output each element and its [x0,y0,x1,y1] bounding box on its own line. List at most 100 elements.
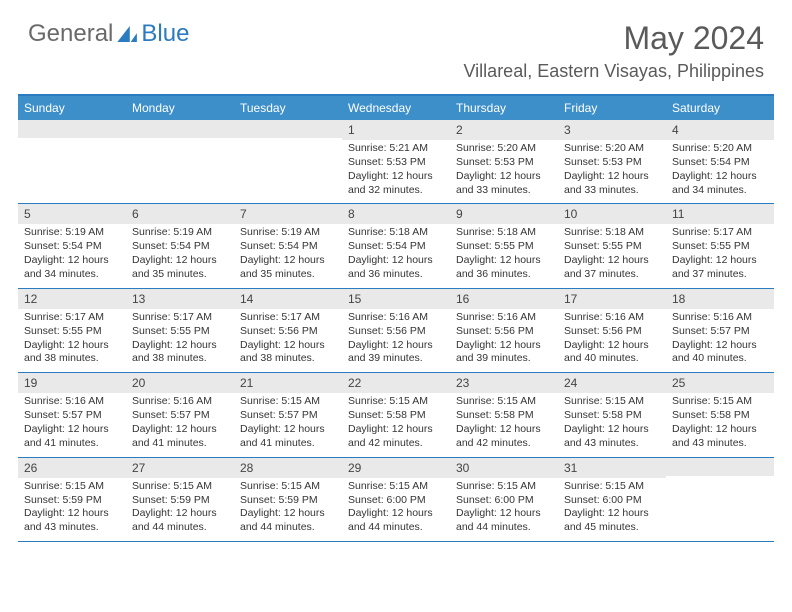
day-info: Sunrise: 5:15 AMSunset: 5:58 PMDaylight:… [342,393,450,450]
day-cell: 25Sunrise: 5:15 AMSunset: 5:58 PMDayligh… [666,373,774,456]
day-number: 26 [18,458,126,478]
weekday-header: Monday [126,96,234,120]
day-number: 8 [342,204,450,224]
day-number: 13 [126,289,234,309]
logo-text-general: General [28,20,113,48]
blank-day-cell [666,458,774,541]
day-info: Sunrise: 5:20 AMSunset: 5:53 PMDaylight:… [450,140,558,197]
weekday-header: Friday [558,96,666,120]
day-cell: 18Sunrise: 5:16 AMSunset: 5:57 PMDayligh… [666,289,774,372]
day-info: Sunrise: 5:16 AMSunset: 5:57 PMDaylight:… [126,393,234,450]
day-info: Sunrise: 5:15 AMSunset: 5:59 PMDaylight:… [126,478,234,535]
weekday-header: Wednesday [342,96,450,120]
week-row: 5Sunrise: 5:19 AMSunset: 5:54 PMDaylight… [18,204,774,288]
week-row: 1Sunrise: 5:21 AMSunset: 5:53 PMDaylight… [18,120,774,204]
day-number: 25 [666,373,774,393]
blank-day-cell [234,120,342,203]
day-cell: 8Sunrise: 5:18 AMSunset: 5:54 PMDaylight… [342,204,450,287]
day-info: Sunrise: 5:18 AMSunset: 5:55 PMDaylight:… [558,224,666,281]
day-cell: 4Sunrise: 5:20 AMSunset: 5:54 PMDaylight… [666,120,774,203]
day-number: 31 [558,458,666,478]
blank-fill [234,120,342,138]
day-number: 20 [126,373,234,393]
day-cell: 31Sunrise: 5:15 AMSunset: 6:00 PMDayligh… [558,458,666,541]
day-number: 15 [342,289,450,309]
day-number: 14 [234,289,342,309]
day-info: Sunrise: 5:15 AMSunset: 5:59 PMDaylight:… [18,478,126,535]
day-cell: 21Sunrise: 5:15 AMSunset: 5:57 PMDayligh… [234,373,342,456]
day-info: Sunrise: 5:17 AMSunset: 5:55 PMDaylight:… [18,309,126,366]
day-number: 18 [666,289,774,309]
month-year-title: May 2024 [464,20,765,57]
day-info: Sunrise: 5:20 AMSunset: 5:53 PMDaylight:… [558,140,666,197]
day-cell: 2Sunrise: 5:20 AMSunset: 5:53 PMDaylight… [450,120,558,203]
day-number: 24 [558,373,666,393]
day-cell: 24Sunrise: 5:15 AMSunset: 5:58 PMDayligh… [558,373,666,456]
day-cell: 13Sunrise: 5:17 AMSunset: 5:55 PMDayligh… [126,289,234,372]
day-info: Sunrise: 5:16 AMSunset: 5:57 PMDaylight:… [666,309,774,366]
day-info: Sunrise: 5:18 AMSunset: 5:55 PMDaylight:… [450,224,558,281]
day-info: Sunrise: 5:15 AMSunset: 5:58 PMDaylight:… [558,393,666,450]
day-number: 19 [18,373,126,393]
weekday-header: Saturday [666,96,774,120]
logo-mark-icon [117,26,139,42]
day-info: Sunrise: 5:15 AMSunset: 6:00 PMDaylight:… [558,478,666,535]
day-info: Sunrise: 5:20 AMSunset: 5:54 PMDaylight:… [666,140,774,197]
day-info: Sunrise: 5:17 AMSunset: 5:56 PMDaylight:… [234,309,342,366]
location-subtitle: Villareal, Eastern Visayas, Philippines [464,61,765,82]
day-info: Sunrise: 5:17 AMSunset: 5:55 PMDaylight:… [126,309,234,366]
logo-text-blue: Blue [141,20,189,48]
logo: General Blue [28,20,189,48]
day-info: Sunrise: 5:15 AMSunset: 5:57 PMDaylight:… [234,393,342,450]
day-cell: 7Sunrise: 5:19 AMSunset: 5:54 PMDaylight… [234,204,342,287]
weekday-header: Sunday [18,96,126,120]
blank-fill [18,120,126,138]
day-number: 12 [18,289,126,309]
day-cell: 1Sunrise: 5:21 AMSunset: 5:53 PMDaylight… [342,120,450,203]
day-cell: 29Sunrise: 5:15 AMSunset: 6:00 PMDayligh… [342,458,450,541]
day-cell: 9Sunrise: 5:18 AMSunset: 5:55 PMDaylight… [450,204,558,287]
day-number: 28 [234,458,342,478]
day-info: Sunrise: 5:19 AMSunset: 5:54 PMDaylight:… [18,224,126,281]
day-info: Sunrise: 5:15 AMSunset: 5:58 PMDaylight:… [450,393,558,450]
day-number: 30 [450,458,558,478]
day-cell: 11Sunrise: 5:17 AMSunset: 5:55 PMDayligh… [666,204,774,287]
day-number: 1 [342,120,450,140]
day-info: Sunrise: 5:15 AMSunset: 6:00 PMDaylight:… [450,478,558,535]
blank-fill [126,120,234,138]
day-cell: 12Sunrise: 5:17 AMSunset: 5:55 PMDayligh… [18,289,126,372]
day-number: 27 [126,458,234,478]
day-info: Sunrise: 5:16 AMSunset: 5:56 PMDaylight:… [558,309,666,366]
day-number: 23 [450,373,558,393]
day-number: 2 [450,120,558,140]
day-number: 5 [18,204,126,224]
title-block: May 2024 Villareal, Eastern Visayas, Phi… [464,20,765,82]
day-info: Sunrise: 5:17 AMSunset: 5:55 PMDaylight:… [666,224,774,281]
day-info: Sunrise: 5:15 AMSunset: 6:00 PMDaylight:… [342,478,450,535]
blank-day-cell [126,120,234,203]
week-row: 19Sunrise: 5:16 AMSunset: 5:57 PMDayligh… [18,373,774,457]
day-number: 9 [450,204,558,224]
day-number: 16 [450,289,558,309]
day-info: Sunrise: 5:18 AMSunset: 5:54 PMDaylight:… [342,224,450,281]
day-info: Sunrise: 5:15 AMSunset: 5:58 PMDaylight:… [666,393,774,450]
day-info: Sunrise: 5:19 AMSunset: 5:54 PMDaylight:… [234,224,342,281]
day-info: Sunrise: 5:19 AMSunset: 5:54 PMDaylight:… [126,224,234,281]
day-number: 11 [666,204,774,224]
week-row: 12Sunrise: 5:17 AMSunset: 5:55 PMDayligh… [18,289,774,373]
day-info: Sunrise: 5:16 AMSunset: 5:56 PMDaylight:… [450,309,558,366]
day-cell: 19Sunrise: 5:16 AMSunset: 5:57 PMDayligh… [18,373,126,456]
day-cell: 27Sunrise: 5:15 AMSunset: 5:59 PMDayligh… [126,458,234,541]
day-cell: 23Sunrise: 5:15 AMSunset: 5:58 PMDayligh… [450,373,558,456]
week-row: 26Sunrise: 5:15 AMSunset: 5:59 PMDayligh… [18,458,774,542]
day-cell: 3Sunrise: 5:20 AMSunset: 5:53 PMDaylight… [558,120,666,203]
day-number: 4 [666,120,774,140]
weekday-header: Tuesday [234,96,342,120]
day-info: Sunrise: 5:15 AMSunset: 5:59 PMDaylight:… [234,478,342,535]
day-number: 6 [126,204,234,224]
day-cell: 20Sunrise: 5:16 AMSunset: 5:57 PMDayligh… [126,373,234,456]
day-number: 3 [558,120,666,140]
day-cell: 6Sunrise: 5:19 AMSunset: 5:54 PMDaylight… [126,204,234,287]
day-number: 22 [342,373,450,393]
day-cell: 10Sunrise: 5:18 AMSunset: 5:55 PMDayligh… [558,204,666,287]
